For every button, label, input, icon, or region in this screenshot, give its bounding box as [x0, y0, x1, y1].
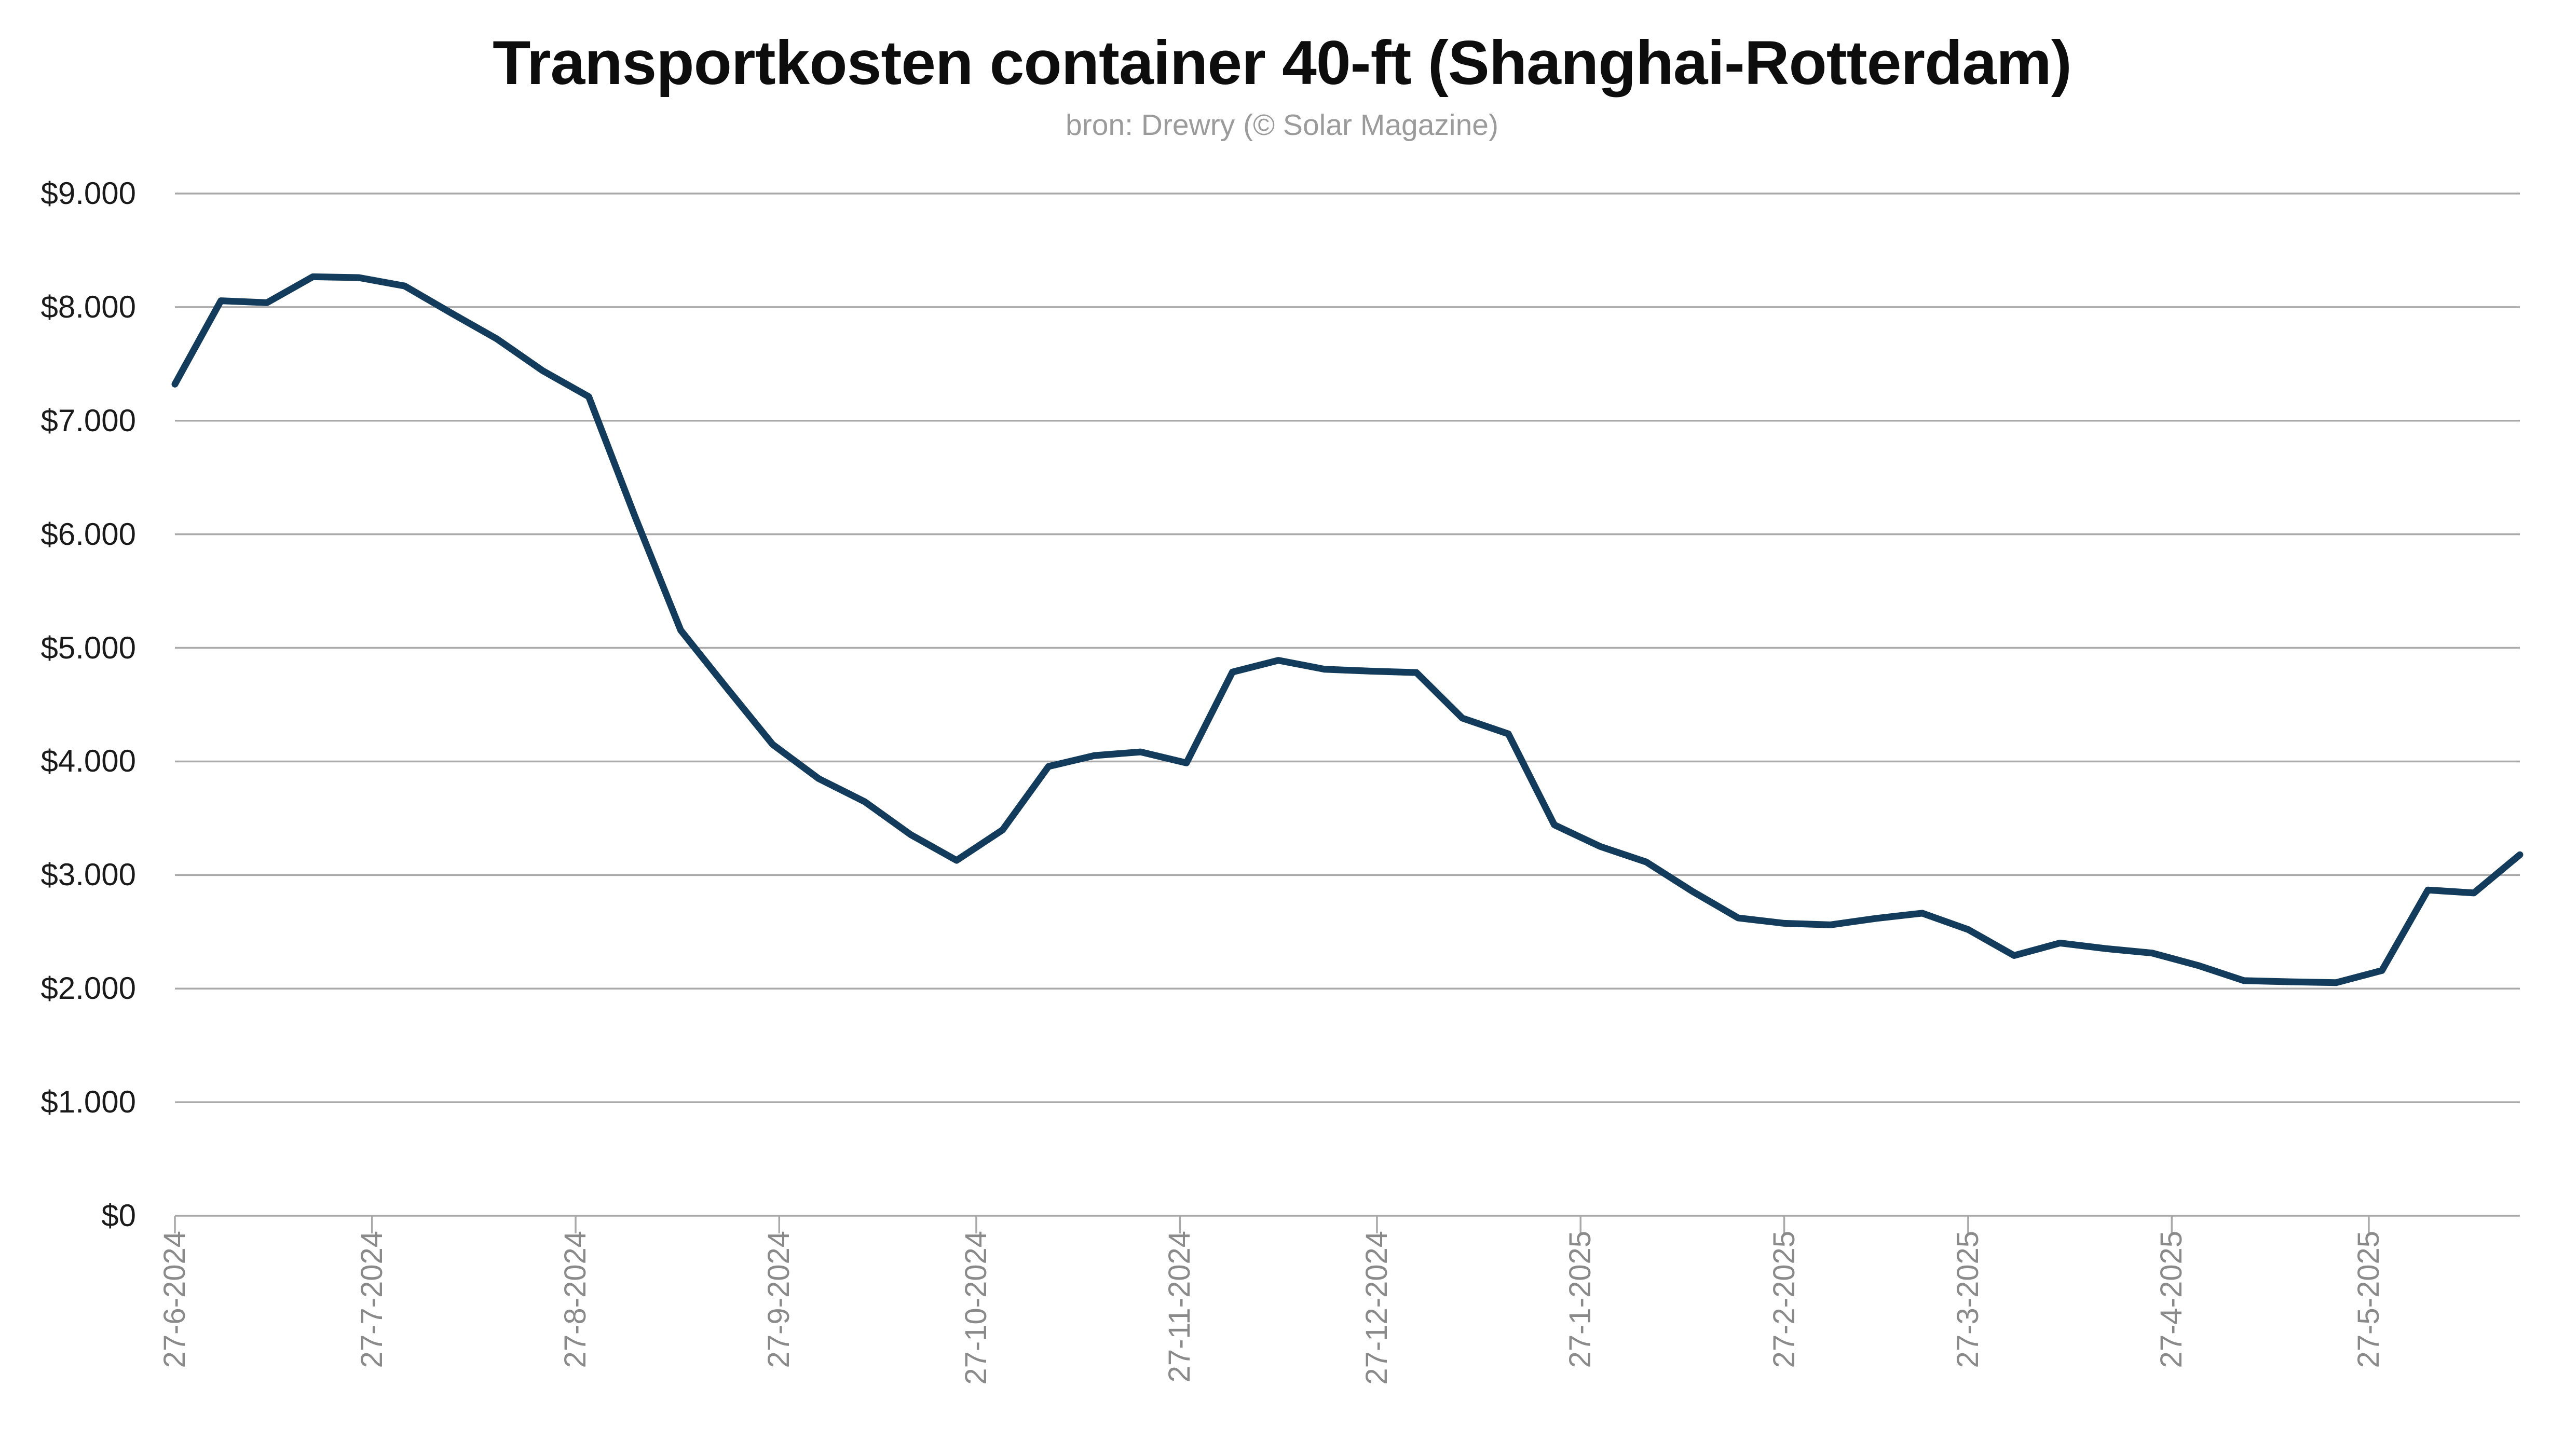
chart-subtitle: bron: Drewry (© Solar Magazine): [1066, 108, 1498, 142]
x-axis-label: 27-11-2024: [1163, 1231, 1197, 1383]
gridlines: [175, 193, 2520, 1217]
x-axis-label: 27-9-2024: [762, 1231, 796, 1368]
y-axis-label: $7.000: [40, 403, 136, 438]
x-axis-label: 27-7-2024: [354, 1231, 389, 1368]
price-line: [171, 273, 2524, 986]
x-axis-label: 27-6-2024: [158, 1231, 192, 1368]
y-axis-label: $2.000: [40, 971, 136, 1006]
x-axis-label: 27-12-2024: [1359, 1231, 1394, 1385]
x-axis-label: 27-8-2024: [558, 1231, 592, 1368]
x-axis-label: 27-2-2025: [1767, 1231, 1801, 1368]
y-axis-label: $0: [101, 1198, 136, 1233]
y-axis-label: $5.000: [40, 630, 136, 665]
y-axis-label: $1.000: [40, 1084, 136, 1120]
y-axis-label: $6.000: [40, 516, 136, 552]
x-axis-label: 27-3-2025: [1951, 1231, 1985, 1368]
x-axis-label: 27-4-2025: [2154, 1231, 2189, 1368]
x-axis-label: 27-1-2025: [1563, 1231, 1598, 1368]
y-axis-label: $3.000: [40, 857, 136, 892]
x-tick-marks: [174, 1216, 2370, 1233]
y-axis-label: $8.000: [40, 289, 136, 324]
page-title: Transportkosten container 40-ft (Shangha…: [493, 28, 2072, 98]
y-axis-label: $4.000: [40, 744, 136, 779]
x-axis-label: 27-10-2024: [959, 1231, 993, 1385]
y-axis-label: $9.000: [40, 176, 136, 211]
x-axis-label: 27-5-2025: [2351, 1231, 2385, 1368]
